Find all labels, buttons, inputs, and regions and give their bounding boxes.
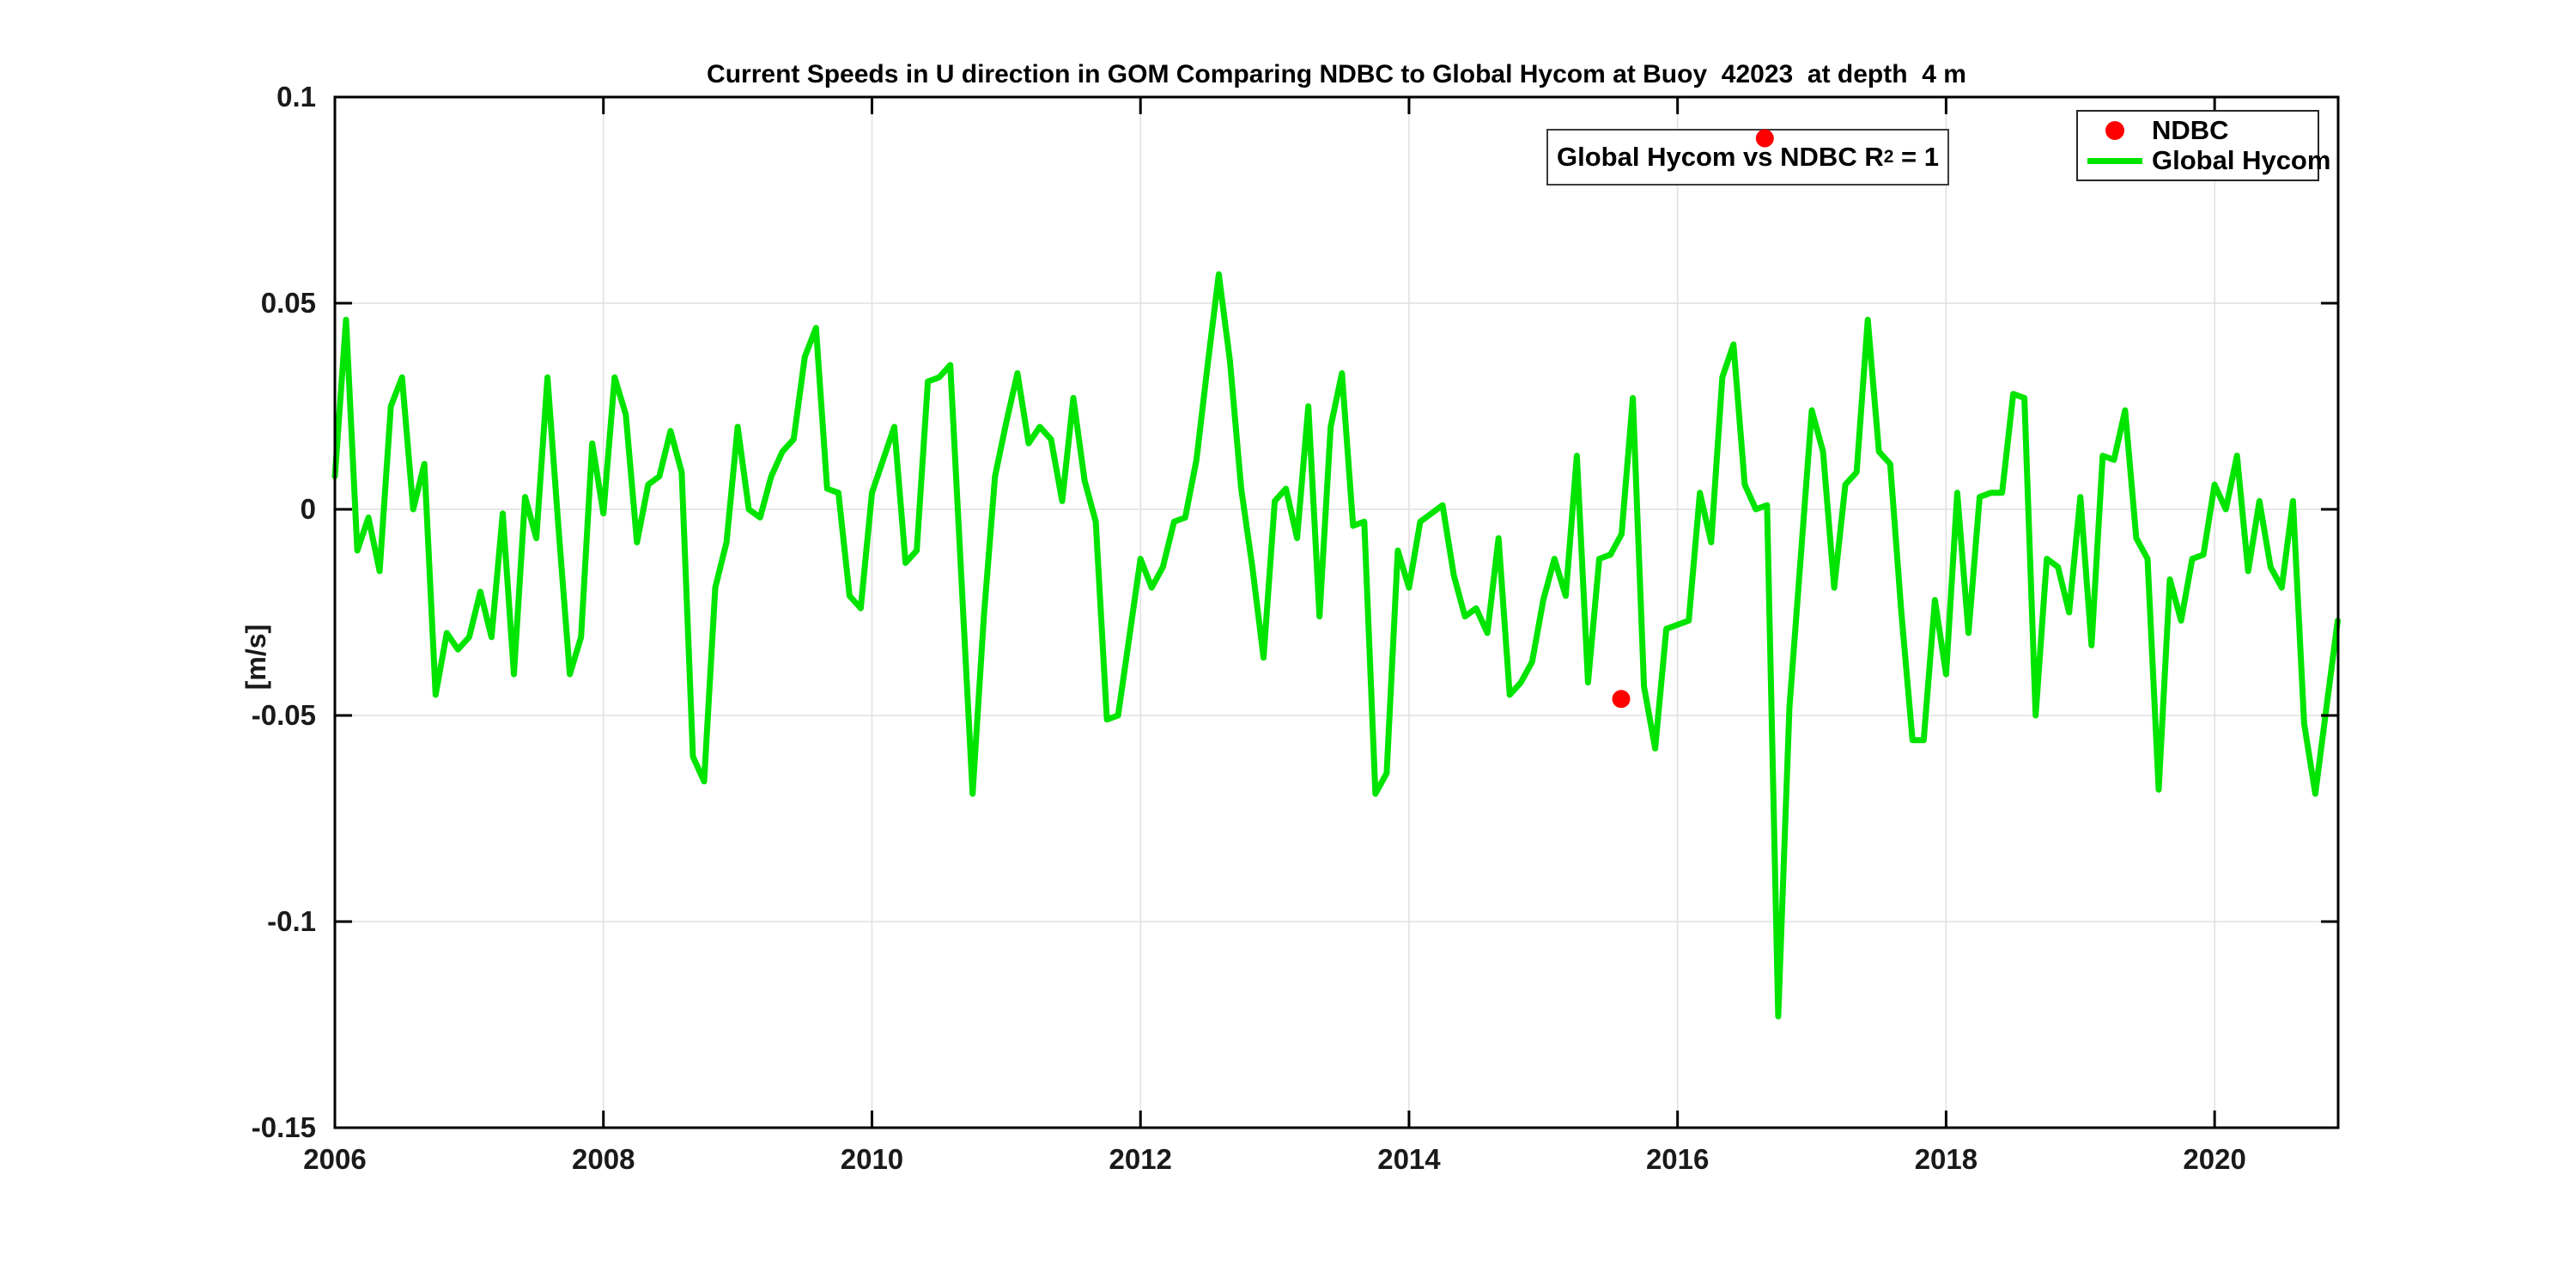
y-tick-label: 0.05	[261, 287, 316, 319]
x-tick-label: 2012	[1109, 1143, 1171, 1175]
legend-label-global-hycom: Global Hycom	[2152, 145, 2331, 176]
tick-marks	[333, 95, 2338, 1129]
x-tick-label: 2010	[841, 1143, 903, 1175]
y-axis-label: [m/s]	[240, 624, 271, 691]
legend-marker-zone	[2087, 157, 2143, 164]
x-tick-label: 2016	[1646, 1143, 1709, 1175]
annotation-text-suffix: = 1	[1893, 142, 1939, 172]
legend-item-ndbc[interactable]: NDBC	[2087, 114, 2312, 145]
x-tick-label: 2008	[572, 1143, 635, 1175]
x-tick-label: 2006	[303, 1143, 366, 1175]
x-tick-label: 2020	[2183, 1143, 2245, 1175]
y-tick-label: 0	[301, 493, 316, 525]
legend[interactable]: NDBC Global Hycom	[2076, 110, 2330, 181]
global-hycom-line	[331, 271, 2341, 1019]
y-tick-label: -0.1	[267, 905, 316, 937]
green-line-icon	[2087, 157, 2142, 164]
x-tick-label: 2014	[1377, 1143, 1441, 1175]
y-tick-label: 0.1	[276, 81, 316, 113]
y-tick-label: -0.15	[252, 1111, 316, 1143]
legend-marker-zone	[2087, 120, 2143, 140]
red-dot-icon	[2105, 120, 2124, 140]
legend-item-global-hycom[interactable]: Global Hycom	[2087, 145, 2330, 175]
y-tick-label: -0.05	[252, 699, 316, 731]
x-tick-label: 2018	[1915, 1143, 1978, 1175]
tick-labels: 2006 2008 2010 2012 2014 2016 2018 2020 0.1 0.05 0…	[252, 81, 2246, 1175]
annotation-text-prefix: Global Hycom vs NDBC R	[1557, 142, 1884, 172]
axes-box	[333, 95, 2340, 1129]
legend-label-ndbc: NDBC	[2152, 114, 2229, 145]
chart-title: Current Speeds in U direction in GOM Com…	[707, 60, 1966, 88]
grid-lines	[335, 97, 2338, 1128]
